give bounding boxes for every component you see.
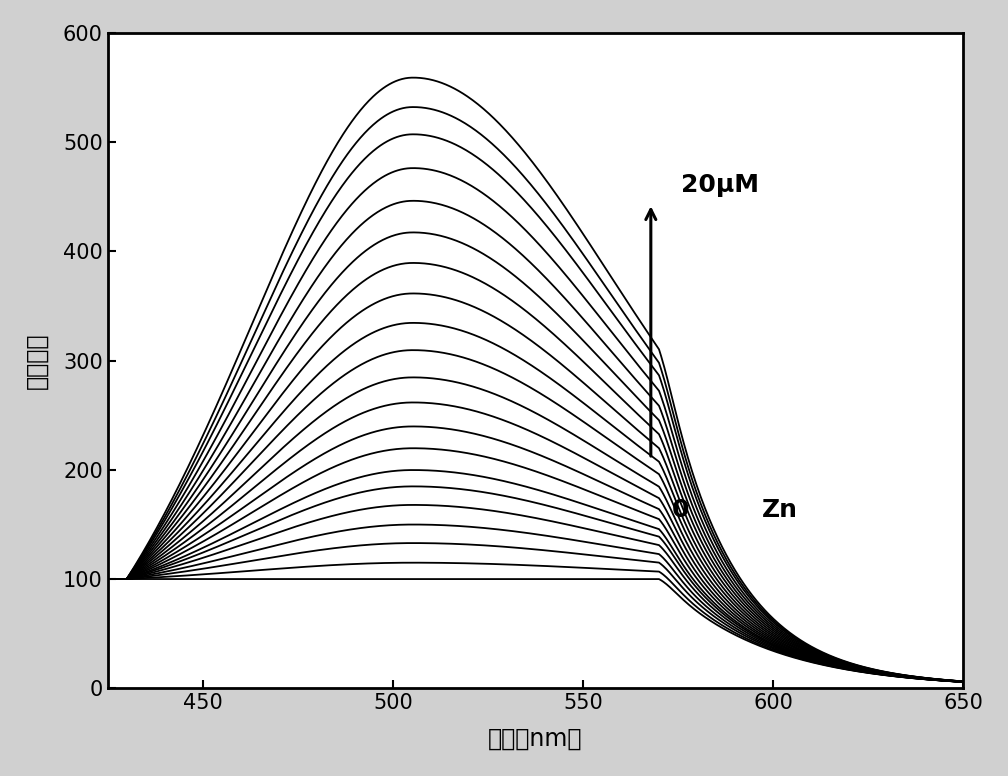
X-axis label: 波长（nm）: 波长（nm） — [488, 727, 583, 751]
Y-axis label: 荧光强度: 荧光强度 — [25, 332, 49, 389]
Text: Zn: Zn — [762, 498, 798, 522]
Text: 0: 0 — [672, 498, 689, 522]
Text: 20μM: 20μM — [680, 173, 759, 197]
